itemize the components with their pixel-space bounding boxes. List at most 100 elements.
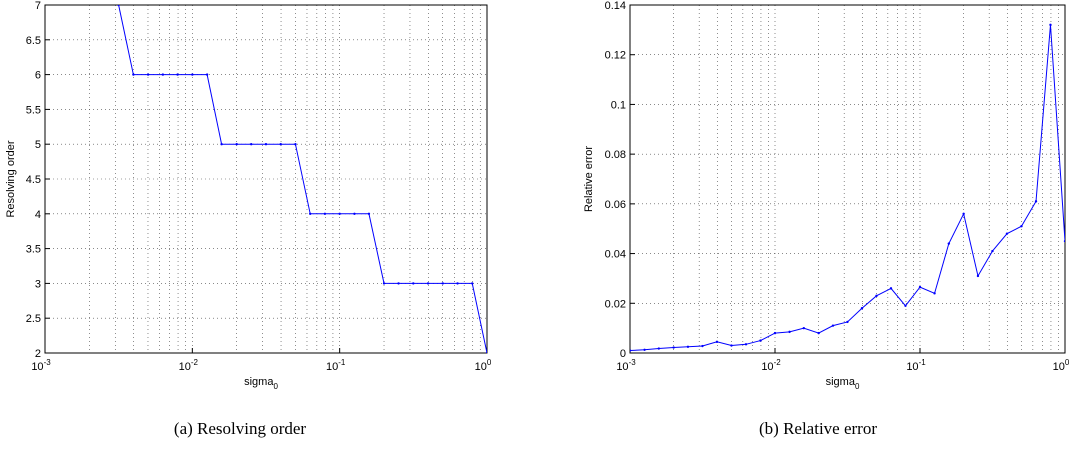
data-point — [279, 143, 282, 146]
data-point — [918, 285, 922, 289]
data-point — [235, 143, 238, 146]
data-point — [441, 282, 444, 285]
data-point — [309, 212, 312, 215]
x-tick-base: 10 — [906, 361, 918, 373]
data-line — [118, 5, 487, 353]
chart: 10-3 10-2 10-1 10022.533.544.555.566.57sigm… — [5, 0, 492, 438]
x-tick-label: 10-1 — [906, 358, 926, 373]
data-point — [353, 212, 356, 215]
x-tick-exponent: 0 — [487, 358, 492, 367]
data-point — [191, 73, 194, 76]
plot-frame — [629, 4, 1066, 354]
x-axis-label-text: sigma — [826, 376, 856, 388]
data-point — [991, 249, 994, 253]
data-point — [1063, 239, 1065, 243]
x-tick-exponent: 0 — [1065, 358, 1070, 367]
x-tick-exponent: -3 — [629, 358, 637, 367]
data-point — [802, 326, 806, 330]
y-tick-label: 0.12 — [605, 50, 626, 62]
data-point — [730, 344, 733, 347]
x-tick-base: 10 — [761, 361, 773, 373]
data-point — [132, 73, 135, 76]
data-point — [933, 292, 936, 295]
data-point — [643, 348, 646, 351]
y-tick-label: 3 — [35, 278, 41, 290]
data-point — [817, 331, 820, 335]
data-point — [846, 320, 849, 324]
y-tick-label: 2 — [35, 348, 41, 360]
data-point — [485, 351, 487, 353]
x-tick-label: 10-3 — [616, 358, 636, 373]
data-point — [788, 330, 791, 334]
data-point — [889, 287, 893, 290]
data-line — [630, 24, 1065, 352]
x-tick-exponent: -1 — [919, 358, 927, 367]
data-point — [397, 282, 400, 285]
data-point — [294, 143, 297, 146]
y-tick-label: 2.5 — [26, 313, 41, 325]
data-point — [904, 304, 907, 307]
data-point — [976, 274, 980, 278]
x-axis-label: sigma0 — [244, 376, 278, 391]
data-point — [117, 5, 120, 7]
data-point — [456, 282, 459, 285]
data-point — [382, 282, 386, 285]
data-point — [471, 282, 474, 285]
x-tick-base: 10 — [31, 361, 43, 373]
data-point — [426, 282, 430, 285]
data-point — [367, 212, 371, 215]
x-tick-label: 100 — [1053, 358, 1070, 373]
data-point — [1005, 232, 1009, 235]
data-point — [672, 346, 675, 349]
y-tick-label: 6 — [35, 70, 41, 82]
data-point — [860, 307, 864, 310]
y-tick-label: 0.1 — [611, 99, 626, 111]
y-tick-label: 3.5 — [26, 244, 41, 256]
data-point — [715, 340, 719, 344]
data-point — [701, 344, 704, 348]
x-tick-base: 10 — [1053, 361, 1065, 373]
x-tick-label: 10-2 — [179, 358, 199, 373]
data-point — [146, 73, 150, 76]
data-point — [220, 143, 223, 146]
y-tick-label: 0.08 — [605, 149, 626, 161]
data-point — [686, 345, 690, 348]
data-point — [773, 331, 777, 335]
data-point — [1020, 225, 1023, 228]
data-point — [962, 212, 965, 215]
data-point — [250, 143, 253, 146]
x-tick-base: 10 — [616, 361, 628, 373]
data-point — [831, 324, 835, 327]
y-tick-label: 0.02 — [605, 298, 626, 310]
x-tick-exponent: -1 — [338, 358, 346, 367]
y-tick-label: 0 — [620, 348, 626, 360]
x-tick-label: 10-1 — [326, 358, 346, 373]
y-axis-label: Relative error — [583, 146, 595, 212]
x-tick-label: 10-2 — [761, 358, 781, 373]
data-point — [875, 294, 878, 298]
data-point — [759, 339, 762, 342]
x-tick-exponent: -3 — [44, 358, 52, 367]
x-tick-label: 10-3 — [31, 358, 51, 373]
y-axis-label: Resolving order — [5, 140, 17, 217]
data-point — [412, 282, 415, 285]
y-tick-label: 5.5 — [26, 104, 41, 116]
data-point — [264, 143, 268, 146]
data-point — [338, 212, 341, 215]
data-point — [1049, 23, 1052, 27]
x-axis-label-sub: 0 — [273, 382, 278, 391]
y-tick-label: 0.04 — [605, 249, 626, 261]
data-point — [205, 73, 209, 76]
y-tick-label: 0.14 — [605, 0, 626, 12]
data-point — [744, 343, 748, 346]
x-tick-base: 10 — [326, 361, 338, 373]
x-axis-label: sigma0 — [826, 376, 860, 391]
data-point — [947, 242, 951, 245]
data-point — [161, 73, 165, 76]
y-tick-label: 7 — [35, 0, 41, 12]
data-point — [630, 349, 632, 352]
data-point — [1034, 200, 1038, 203]
y-tick-label: 6.5 — [26, 35, 41, 47]
